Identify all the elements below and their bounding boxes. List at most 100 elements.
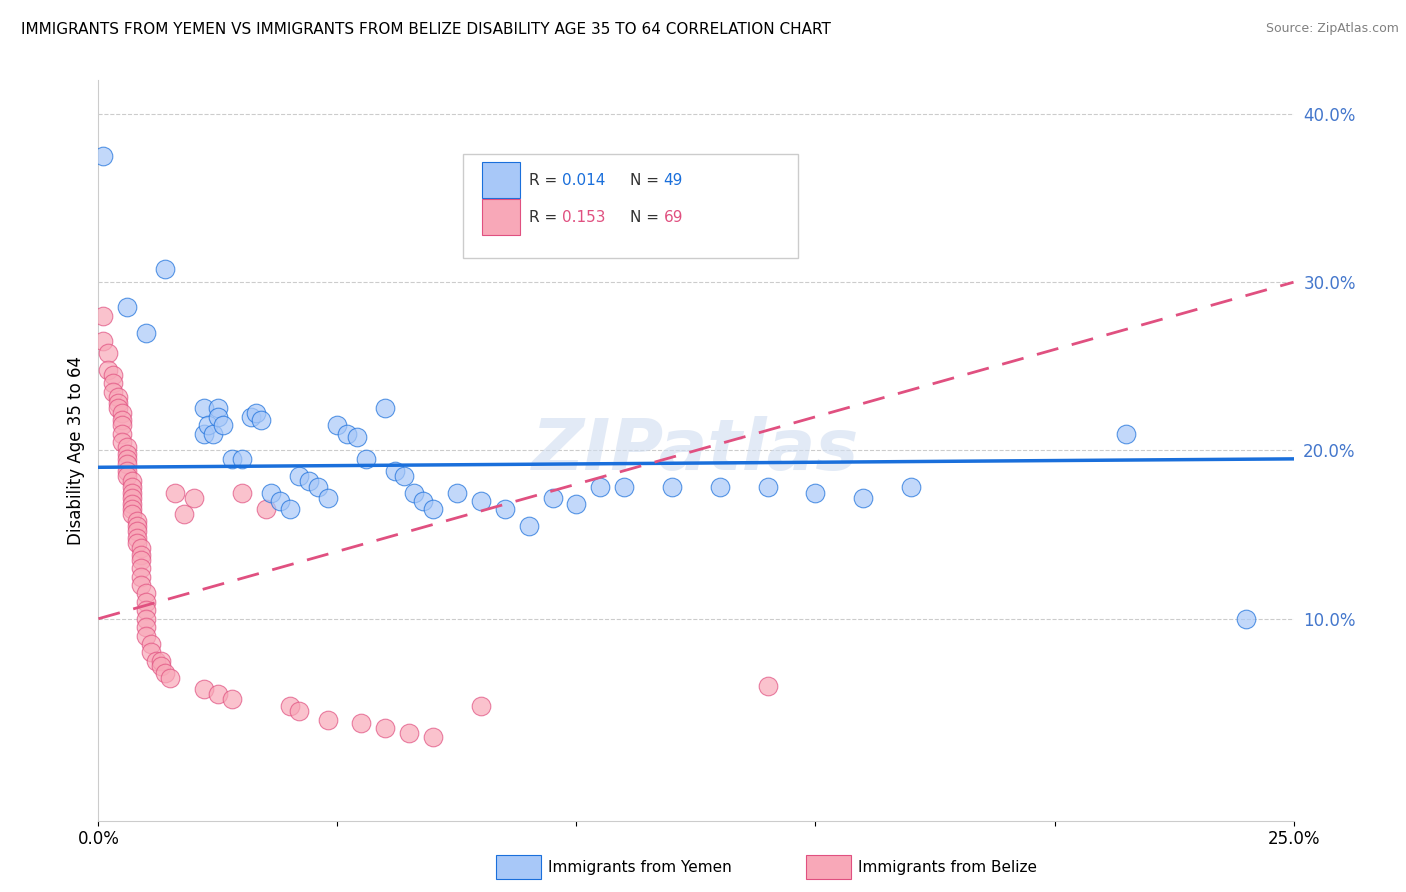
Point	[804, 485, 827, 500]
Text: N =: N =	[630, 173, 659, 187]
Text: 49: 49	[664, 173, 683, 187]
Point	[121, 491, 143, 505]
Point	[125, 536, 148, 550]
Point	[101, 368, 124, 382]
Point	[91, 149, 114, 163]
Point	[288, 704, 311, 718]
Point	[193, 426, 215, 441]
Point	[494, 502, 516, 516]
Point	[384, 464, 406, 478]
Point	[613, 480, 636, 494]
Point	[135, 628, 157, 642]
Point	[269, 494, 291, 508]
Text: Immigrants from Belize: Immigrants from Belize	[858, 860, 1036, 874]
Point	[135, 620, 157, 634]
Point	[97, 346, 120, 360]
Point	[101, 384, 124, 399]
Point	[470, 699, 492, 714]
Point	[121, 474, 143, 488]
Point	[115, 301, 138, 315]
Point	[316, 491, 339, 505]
Point	[517, 519, 540, 533]
Point	[278, 699, 301, 714]
Point	[131, 541, 153, 555]
Point	[131, 553, 153, 567]
Text: 0.014: 0.014	[562, 173, 606, 187]
Point	[852, 491, 875, 505]
Point	[240, 409, 263, 424]
Point	[131, 561, 153, 575]
FancyBboxPatch shape	[463, 154, 797, 258]
Point	[202, 426, 225, 441]
Point	[125, 524, 148, 539]
Point	[661, 480, 683, 494]
Text: IMMIGRANTS FROM YEMEN VS IMMIGRANTS FROM BELIZE DISABILITY AGE 35 TO 64 CORRELAT: IMMIGRANTS FROM YEMEN VS IMMIGRANTS FROM…	[21, 22, 831, 37]
Text: ZIPatlas: ZIPatlas	[533, 416, 859, 485]
Text: 0.153: 0.153	[562, 210, 606, 225]
Point	[135, 612, 157, 626]
Point	[107, 390, 129, 404]
Point	[402, 485, 425, 500]
Point	[131, 548, 153, 562]
Point	[121, 485, 143, 500]
Point	[307, 480, 329, 494]
Point	[115, 464, 138, 478]
Text: N =: N =	[630, 210, 659, 225]
Point	[326, 418, 349, 433]
Point	[231, 485, 253, 500]
Point	[159, 671, 181, 685]
Point	[135, 595, 157, 609]
Point	[211, 418, 233, 433]
Point	[336, 426, 359, 441]
Point	[107, 396, 129, 410]
Point	[565, 497, 588, 511]
Point	[91, 334, 114, 348]
Point	[131, 578, 153, 592]
Text: R =: R =	[529, 210, 557, 225]
Point	[541, 491, 564, 505]
Point	[111, 426, 134, 441]
Text: Immigrants from Yemen: Immigrants from Yemen	[548, 860, 733, 874]
Point	[107, 401, 129, 416]
Point	[398, 726, 420, 740]
Point	[316, 713, 339, 727]
Point	[97, 362, 120, 376]
Point	[1115, 426, 1137, 441]
Point	[900, 480, 922, 494]
Point	[145, 654, 167, 668]
Point	[115, 447, 138, 461]
Point	[354, 451, 377, 466]
Point	[374, 401, 396, 416]
Point	[115, 457, 138, 471]
Point	[250, 413, 273, 427]
Point	[135, 586, 157, 600]
Point	[346, 430, 368, 444]
Point	[589, 480, 612, 494]
Point	[231, 451, 253, 466]
Point	[139, 637, 162, 651]
Point	[135, 603, 157, 617]
Point	[278, 502, 301, 516]
Point	[111, 418, 134, 433]
Point	[254, 502, 277, 516]
Point	[125, 519, 148, 533]
Point	[121, 480, 143, 494]
Point	[422, 502, 444, 516]
Point	[394, 468, 416, 483]
Point	[221, 692, 243, 706]
Point	[350, 716, 373, 731]
Y-axis label: Disability Age 35 to 64: Disability Age 35 to 64	[66, 356, 84, 545]
Point	[125, 531, 148, 545]
Point	[121, 502, 143, 516]
Point	[1234, 612, 1257, 626]
Point	[115, 468, 138, 483]
Point	[259, 485, 281, 500]
Point	[115, 440, 138, 454]
Point	[101, 376, 124, 391]
Point	[193, 682, 215, 697]
Point	[139, 645, 162, 659]
Point	[207, 409, 229, 424]
Point	[121, 497, 143, 511]
Point	[155, 665, 177, 680]
Point	[298, 474, 321, 488]
